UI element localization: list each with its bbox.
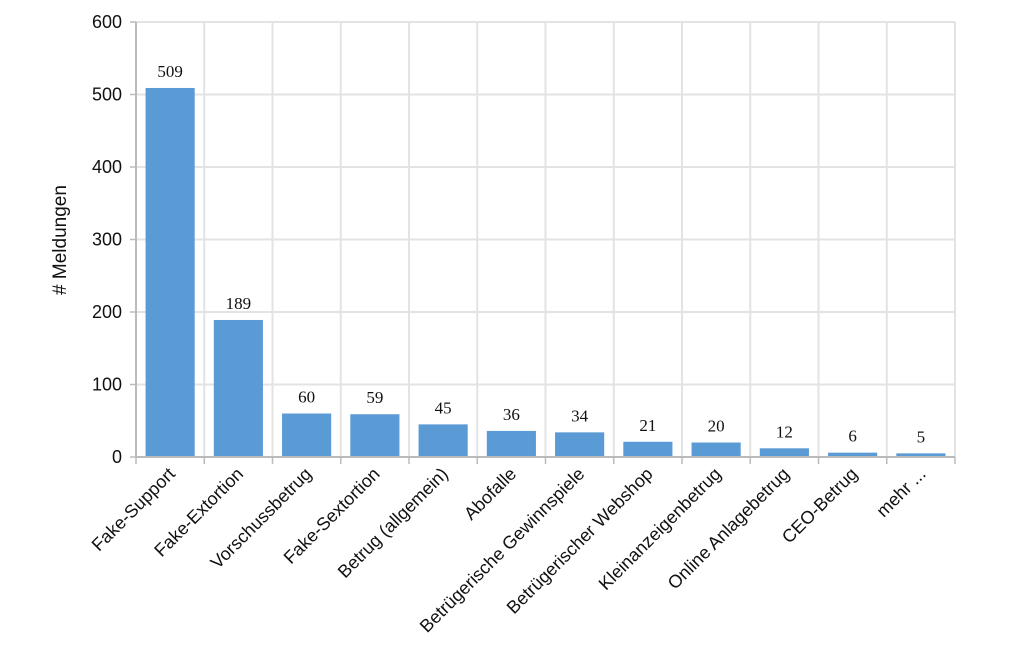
gridlines (135, 21, 956, 458)
bar (213, 319, 263, 457)
x-tick-label: mehr ... (872, 464, 929, 521)
bar-value-label: 21 (639, 416, 656, 435)
bar-value-label: 45 (435, 398, 452, 417)
bar-value-label: 12 (776, 422, 793, 441)
x-tick-label: Abofalle (460, 464, 520, 524)
y-tick-label: 100 (92, 375, 122, 395)
bar (555, 432, 605, 457)
bar-value-label: 20 (708, 417, 725, 436)
bar (350, 414, 400, 457)
y-tick-label: 400 (92, 157, 122, 177)
bar-value-label: 509 (157, 62, 183, 81)
value-labels: 509 189 60 59 45 36 34 21 20 12 6 5 (157, 62, 925, 446)
bar (486, 430, 536, 457)
y-tick-label: 500 (92, 85, 122, 105)
bar-value-label: 36 (503, 405, 520, 424)
y-tick-label: 300 (92, 230, 122, 250)
bars (145, 87, 946, 457)
bar (282, 413, 332, 457)
bar-value-label: 6 (848, 427, 857, 446)
y-tick-label: 200 (92, 302, 122, 322)
bar (828, 452, 878, 457)
bar-value-label: 34 (571, 406, 589, 425)
y-tick-label: 0 (112, 447, 122, 467)
x-tick-label: Kleinanzeigenbetrug (595, 464, 725, 594)
bar-value-label: 60 (298, 388, 315, 407)
x-tick-label: Online Anlagebetrug (664, 464, 793, 593)
bar (623, 441, 673, 457)
bar-value-label: 59 (366, 388, 383, 407)
y-axis-title: # Meldungen (50, 185, 71, 295)
y-axis: 0 100 200 300 400 500 600 (92, 12, 137, 467)
bar (759, 448, 809, 457)
bar (418, 424, 468, 457)
x-axis: Fake-SupportFake-ExtortionVorschussbetru… (88, 456, 956, 636)
bar-value-label: 189 (226, 294, 252, 313)
y-tick-label: 600 (92, 12, 122, 32)
bar (145, 87, 195, 457)
bar (691, 442, 741, 457)
bar-value-label: 5 (917, 427, 926, 446)
bar (896, 453, 946, 457)
